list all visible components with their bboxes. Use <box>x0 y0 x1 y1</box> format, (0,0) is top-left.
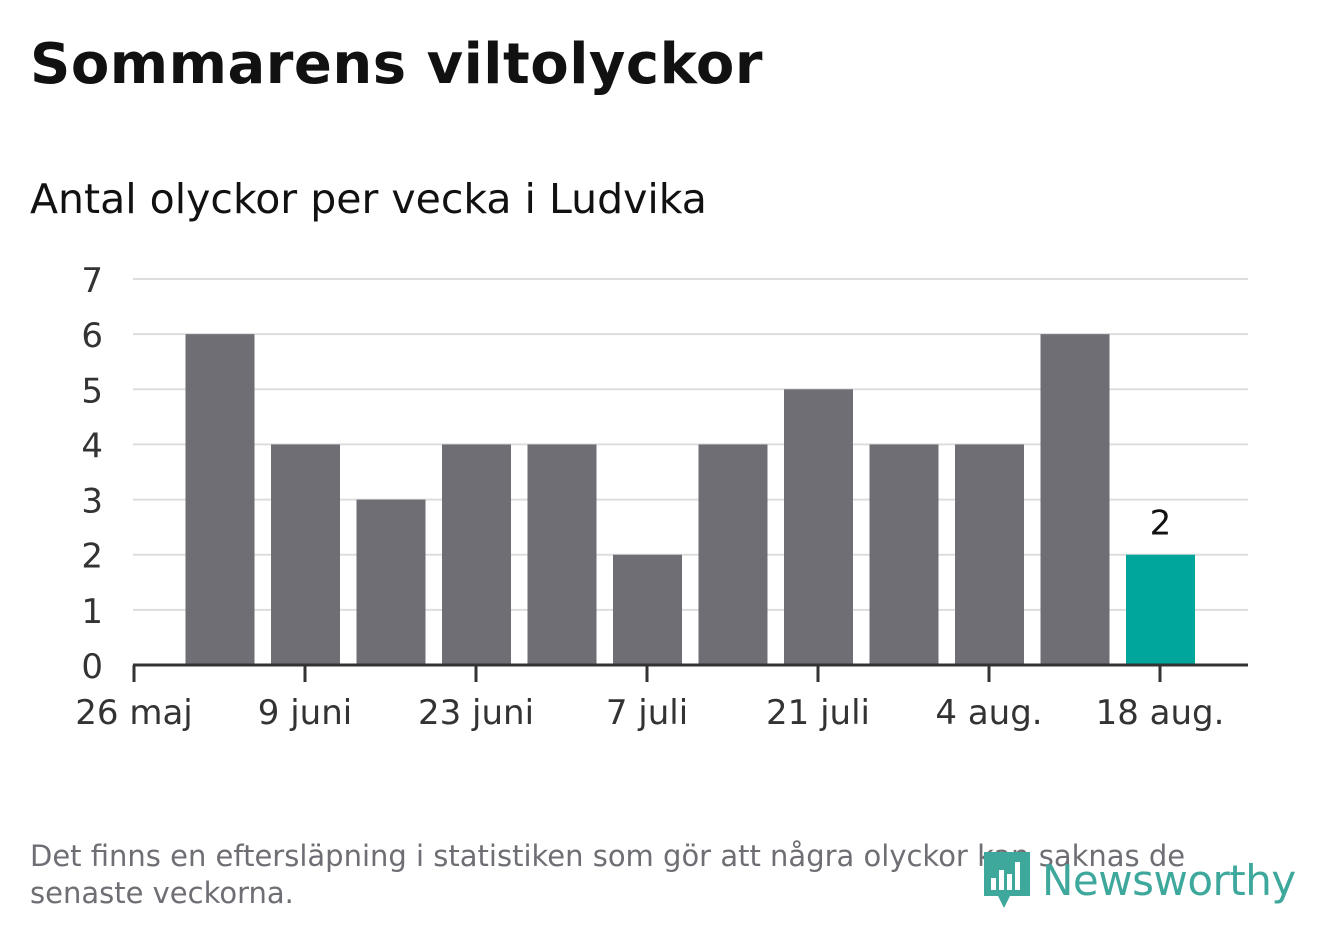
chart-title: Sommarens viltolyckor <box>30 32 763 97</box>
y-tick-label: 7 <box>81 261 103 301</box>
bar <box>527 444 597 665</box>
y-tick-label: 3 <box>81 482 103 522</box>
x-tick-label: 21 juli <box>766 693 870 733</box>
x-tick-label: 23 juni <box>418 693 534 733</box>
x-tick-label: 18 aug. <box>1096 693 1225 733</box>
brand-logo: Newsworthy <box>980 848 1296 912</box>
newsworthy-logo-icon <box>984 852 1030 908</box>
y-tick-label: 4 <box>81 426 103 466</box>
brand-name: Newsworthy <box>1042 855 1296 905</box>
y-tick-label: 6 <box>81 316 103 356</box>
bar <box>869 444 939 665</box>
x-tick-label: 7 juli <box>606 693 688 733</box>
bar-highlight <box>1126 554 1195 665</box>
bar <box>784 389 853 665</box>
y-tick-label: 1 <box>81 592 103 632</box>
bar <box>442 444 511 665</box>
y-tick-label: 2 <box>81 537 103 577</box>
chart-subtitle: Antal olyckor per vecka i Ludvika <box>30 175 707 223</box>
bar <box>185 334 255 665</box>
y-tick-label: 0 <box>81 647 103 687</box>
bar <box>271 444 340 665</box>
bar <box>1040 334 1110 665</box>
x-tick-label: 4 aug. <box>935 693 1042 733</box>
bar <box>955 444 1024 665</box>
x-tick-label: 9 juni <box>258 693 352 733</box>
data-label: 2 <box>1150 504 1172 544</box>
bar <box>613 554 682 665</box>
bar <box>698 444 768 665</box>
x-tick-label: 26 maj <box>75 693 192 733</box>
bar <box>356 499 426 665</box>
y-tick-label: 5 <box>81 371 103 411</box>
bar-chart: 0 1 2 3 4 5 6 7 2 26 maj 9 juni 23 juni 7 juli 21 jul… <box>75 261 1248 733</box>
